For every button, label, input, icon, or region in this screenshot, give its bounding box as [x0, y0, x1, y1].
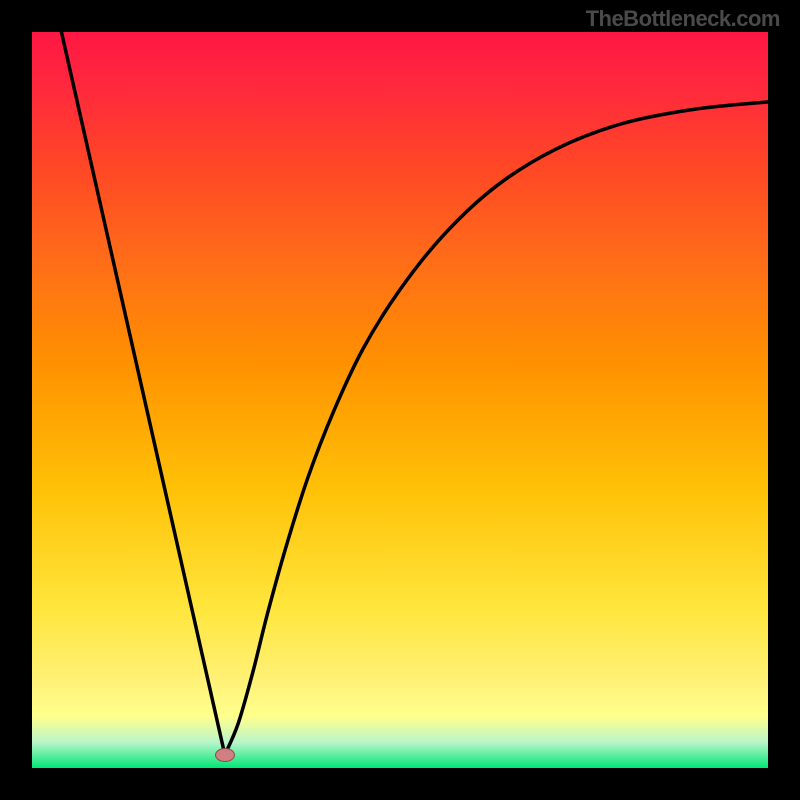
optimal-point-marker	[215, 748, 235, 762]
chart-frame: TheBottleneck.com	[0, 0, 800, 800]
bottleneck-curve	[32, 32, 768, 768]
plot-area	[32, 32, 768, 768]
curve-path	[61, 32, 768, 755]
watermark-text: TheBottleneck.com	[586, 6, 780, 32]
